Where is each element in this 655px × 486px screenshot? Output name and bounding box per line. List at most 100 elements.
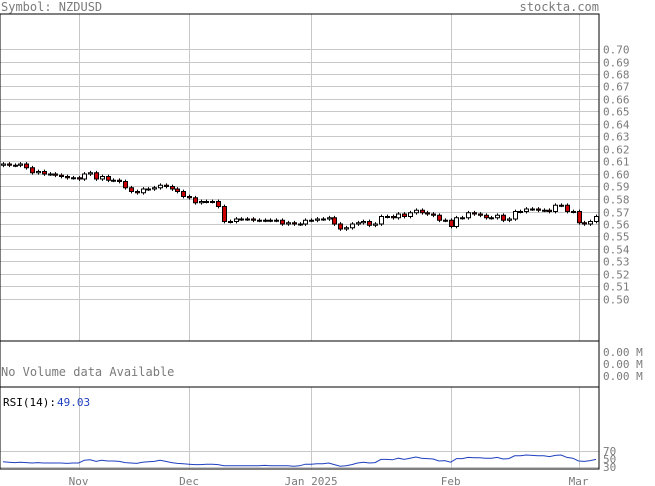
candle <box>484 213 489 220</box>
candle-body <box>373 223 378 226</box>
candle <box>48 172 53 176</box>
candle-body <box>77 177 82 180</box>
candle <box>344 225 349 231</box>
candle-body <box>222 206 227 222</box>
candle-body <box>350 223 355 229</box>
volume-tick-label: 0.00 M <box>603 358 643 371</box>
date-axis: Nov Dec Jan 2025 Feb Mar <box>69 475 589 486</box>
rsi-panel-frame <box>0 386 600 470</box>
x-tick-label: Feb <box>441 475 461 486</box>
candle-body <box>36 171 41 174</box>
candle-body <box>42 171 47 175</box>
candle <box>18 162 23 168</box>
candle-body <box>274 219 279 222</box>
candle <box>571 209 576 214</box>
candle <box>298 222 303 226</box>
candle-body <box>228 221 233 223</box>
y-tick-label: 0.51 <box>603 281 630 294</box>
candle-body <box>524 208 529 212</box>
candle-body <box>466 212 471 219</box>
y-tick-label: 0.50 <box>603 294 630 307</box>
candle-body <box>123 181 128 189</box>
rsi-tick-label: 70 <box>603 445 616 458</box>
volume-tick-label: 0.00 M <box>603 346 643 359</box>
candle <box>170 184 175 191</box>
candle <box>594 214 599 224</box>
candle-body <box>30 167 35 174</box>
candle <box>88 170 93 176</box>
candle <box>286 220 291 226</box>
candle-body <box>391 216 396 219</box>
candle <box>518 209 523 214</box>
candle <box>530 207 535 211</box>
x-tick-label: Nov <box>69 475 89 486</box>
candle-body <box>88 172 93 175</box>
candle-body <box>187 196 192 199</box>
candle <box>373 222 378 228</box>
candle-body <box>24 163 29 169</box>
candle-body <box>484 214 489 219</box>
candle <box>559 203 564 208</box>
candle-body <box>577 211 582 224</box>
candle-body <box>507 218 512 221</box>
candle-body <box>553 204 558 212</box>
candle-body <box>53 173 58 176</box>
candle <box>454 215 459 229</box>
candle <box>356 220 361 226</box>
candle-body <box>454 217 459 227</box>
candle <box>100 174 105 181</box>
candle-body <box>414 209 419 214</box>
candle-body <box>338 223 343 230</box>
candle-body <box>82 173 87 180</box>
candle-body <box>303 219 308 225</box>
candle-body <box>199 201 204 204</box>
candle-body <box>582 222 587 225</box>
candle-body <box>216 201 221 207</box>
candle-body <box>175 188 180 192</box>
candle <box>507 217 512 223</box>
y-tick-label: 0.58 <box>603 194 630 207</box>
candle-body <box>164 184 169 187</box>
candle-body <box>135 191 140 194</box>
y-tick-label: 0.69 <box>603 57 630 70</box>
candle <box>117 178 122 184</box>
candle-body <box>489 217 494 220</box>
price-axis: 0.700.690.680.670.660.650.640.630.620.61… <box>603 44 630 307</box>
candle-body <box>234 218 239 222</box>
symbol-label: Symbol: NZDUSD <box>1 0 103 14</box>
candle <box>315 217 320 223</box>
candle <box>59 173 64 179</box>
candle-body <box>141 188 146 194</box>
candle-body <box>286 222 291 225</box>
candle-body <box>361 221 366 224</box>
candle <box>542 208 547 213</box>
candle <box>274 218 279 223</box>
candle <box>425 210 430 216</box>
candle <box>65 174 70 180</box>
candle-body <box>117 179 122 182</box>
y-tick-label: 0.56 <box>603 219 630 232</box>
candle-body <box>571 211 576 213</box>
candle <box>263 218 268 223</box>
candle <box>106 174 111 183</box>
candle-body <box>263 219 268 222</box>
candle-body <box>402 213 407 217</box>
candle-body <box>385 216 390 218</box>
candle <box>181 189 186 199</box>
candles <box>1 162 599 231</box>
candle-body <box>18 163 23 166</box>
y-tick-label: 0.53 <box>603 256 630 269</box>
candle-body <box>7 163 12 166</box>
candle-body <box>239 218 244 221</box>
candle-body <box>257 219 262 222</box>
candle <box>431 212 436 218</box>
candle <box>547 208 552 214</box>
candle-body <box>594 216 599 222</box>
candle <box>553 203 558 214</box>
candle-body <box>129 187 134 192</box>
candle <box>152 185 157 191</box>
candle <box>210 199 215 204</box>
y-tick-label: 0.55 <box>603 231 630 244</box>
y-tick-label: 0.59 <box>603 181 630 194</box>
candle <box>303 218 308 226</box>
